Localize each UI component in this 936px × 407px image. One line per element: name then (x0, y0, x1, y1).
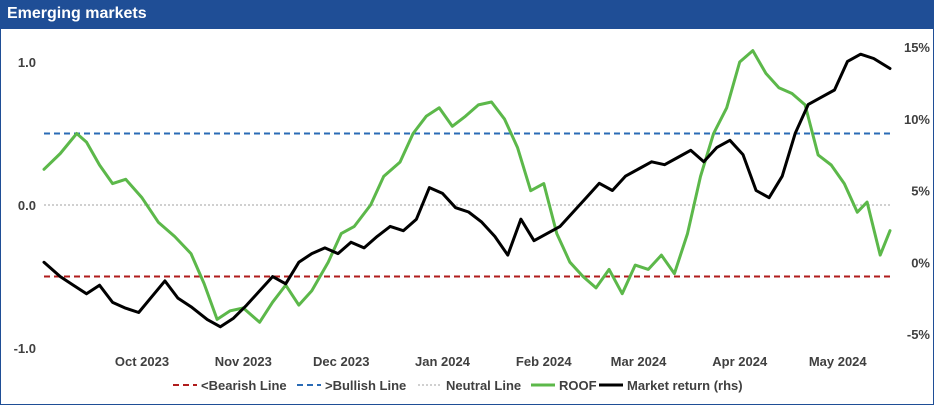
legend-label: ROOF (559, 378, 597, 393)
left-tick-label: -1.0 (14, 341, 36, 356)
x-tick-label: Apr 2024 (712, 354, 768, 369)
reference-lines (44, 132, 890, 278)
legend-item: >Bullish Line (297, 378, 406, 393)
legend-label: Market return (rhs) (627, 378, 743, 393)
right-tick-label: -5% (907, 327, 931, 342)
legend-item: <Bearish Line (173, 378, 287, 393)
legend-item: Neutral Line (418, 378, 521, 393)
legend-label: <Bearish Line (201, 378, 287, 393)
right-tick-label: 15% (904, 40, 930, 55)
legend-label: Neutral Line (446, 378, 521, 393)
left-tick-label: 1.0 (18, 55, 36, 70)
series-line-roof (42, 49, 892, 324)
right-tick-label: 10% (904, 112, 930, 127)
legend: <Bearish Line >Bullish Line Neutral Line RO… (173, 378, 743, 393)
right-axis-ticks: 15% 10% 5% 0% -5% (904, 40, 930, 342)
series-layer (42, 49, 892, 329)
x-tick-label: Nov 2023 (215, 354, 272, 369)
x-tick-label: May 2024 (809, 354, 868, 369)
x-tick-label: Jan 2024 (415, 354, 471, 369)
legend-item: ROOF (531, 378, 597, 393)
legend-item: Market return (rhs) (599, 378, 743, 393)
right-tick-label: 0% (911, 255, 930, 270)
x-tick-label: Dec 2023 (313, 354, 369, 369)
legend-label: >Bullish Line (325, 378, 406, 393)
series-line-market-return (42, 52, 892, 329)
right-tick-label: 5% (911, 184, 930, 199)
left-axis-ticks: 1.0 0.0 -1.0 (14, 55, 36, 356)
x-axis-ticks: Oct 2023 Nov 2023 Dec 2023 Jan 2024 Feb 2024… (115, 354, 868, 369)
x-tick-label: Feb 2024 (516, 354, 572, 369)
x-tick-label: Oct 2023 (115, 354, 169, 369)
title-bar: Emerging markets (1, 1, 933, 29)
left-tick-label: 0.0 (18, 198, 36, 213)
x-tick-label: Mar 2024 (611, 354, 667, 369)
chart-title: Emerging markets (7, 5, 147, 22)
